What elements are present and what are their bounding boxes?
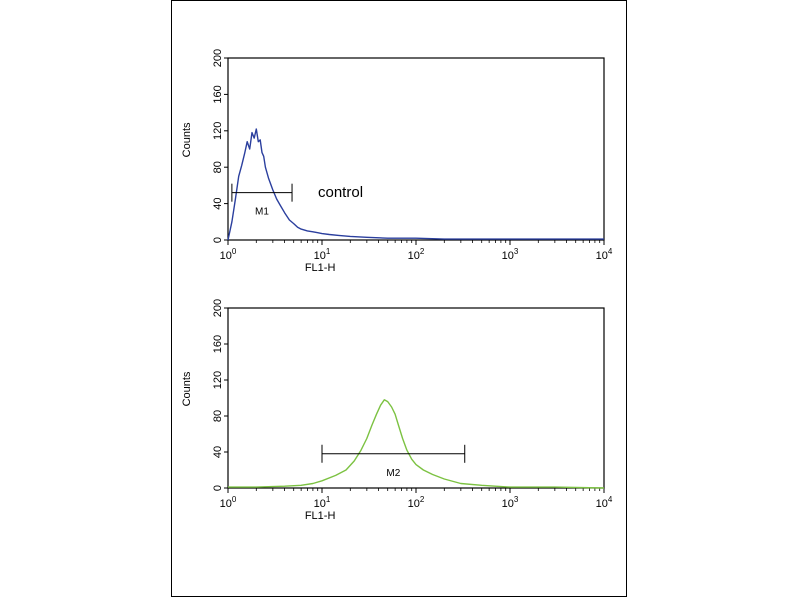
y-tick-label: 0 [212,485,224,491]
histogram-panel-1: 0 40 80 120 160 200 Counts 100 101 102 103 104 FL1-H… [181,49,613,274]
x-tick-label: 100 [220,247,237,262]
y-tick-label: 40 [212,446,224,458]
x-tick-label: 103 [502,495,519,510]
x-tick-label: 101 [314,495,331,510]
x-tick-label: 100 [220,495,237,510]
gate-label: M2 [386,468,400,479]
x-axis-title: FL1-H [305,262,336,274]
series-line [227,128,604,241]
x-tick-label: 104 [596,247,613,262]
y-tick-label: 160 [212,335,224,353]
x-tick-label: 102 [408,247,425,262]
histogram-panel-2: 0 40 80 120 160 200 Counts 100 101 102 103 104 FL1-H… [181,299,613,522]
y-axis-title: Counts [181,122,193,157]
y-axis-title: Counts [181,371,193,406]
x-tick-label: 104 [596,495,613,510]
y-tick-label: 200 [212,299,224,317]
annotation-label: control [318,184,363,201]
x-axis-title: FL1-H [305,510,336,522]
figure-frame [171,0,627,597]
y-tick-label: 40 [212,197,224,209]
y-tick-label: 160 [212,85,224,103]
x-tick-label: 103 [502,247,519,262]
y-tick-label: 80 [212,410,224,422]
gate-label: M1 [255,207,269,218]
y-tick-label: 80 [212,161,224,173]
series-line [228,399,605,489]
y-tick-label: 120 [212,122,224,140]
y-tick-label: 120 [212,371,224,389]
y-tick-label: 200 [212,49,224,67]
y-tick-label: 0 [212,237,224,243]
x-tick-label: 102 [408,495,425,510]
x-tick-label: 101 [314,247,331,262]
plot-area [227,307,605,489]
